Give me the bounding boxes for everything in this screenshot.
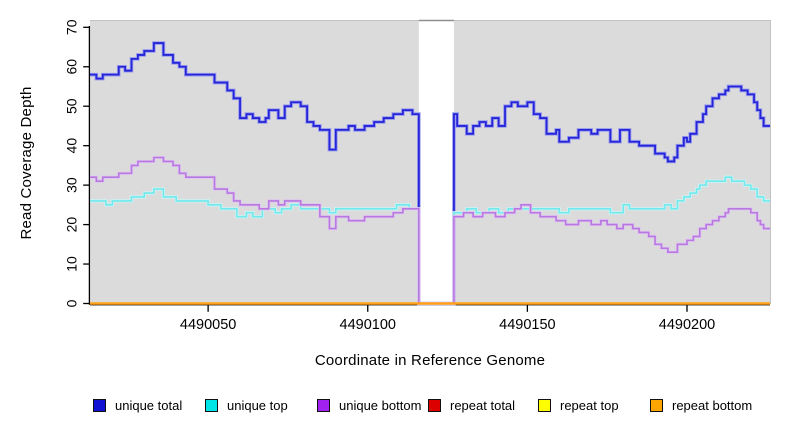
legend-label-repeat-total: repeat total bbox=[450, 398, 516, 413]
y-tick-label: 40 bbox=[64, 138, 80, 154]
y-tick-label: 20 bbox=[64, 217, 80, 233]
x-tick-label: 4490200 bbox=[659, 317, 715, 333]
legend-label-unique-bottom: unique bottom bbox=[339, 398, 422, 413]
series-line-unique-bottom bbox=[90, 156, 770, 305]
legend-label-repeat-bottom: repeat bottom bbox=[672, 398, 753, 413]
x-tick-label: 4490150 bbox=[499, 317, 555, 333]
x-tick-label: 4490100 bbox=[340, 317, 396, 333]
x-tick-label: 4490050 bbox=[180, 317, 236, 333]
legend-swatch-unique-top bbox=[205, 399, 218, 412]
y-tick-label: 70 bbox=[64, 19, 80, 35]
y-tick-label: 30 bbox=[64, 177, 80, 193]
legend-swatch-repeat-top bbox=[538, 399, 551, 412]
legend-swatch-repeat-bottom bbox=[650, 399, 663, 412]
legend-label-unique-total: unique total bbox=[115, 398, 183, 413]
x-axis-title: Coordinate in Reference Genome bbox=[314, 352, 546, 369]
series-line-unique-total bbox=[90, 42, 770, 305]
y-axis-title: Read Coverage Depth bbox=[18, 86, 35, 240]
legend-label-repeat-top: repeat top bbox=[560, 398, 619, 413]
legend-swatch-unique-total bbox=[93, 399, 106, 412]
y-tick-label: 60 bbox=[64, 59, 80, 75]
legend-swatch-repeat-total bbox=[428, 399, 441, 412]
y-tick-label: 50 bbox=[64, 98, 80, 114]
legend-swatch-unique-bottom bbox=[317, 399, 330, 412]
series-line-unique-top bbox=[90, 176, 770, 305]
zero-coverage-gap-band bbox=[418, 20, 454, 305]
legend-label-unique-top: unique top bbox=[227, 398, 288, 413]
y-tick-label: 10 bbox=[64, 256, 80, 272]
y-tick-label: 0 bbox=[64, 299, 80, 307]
